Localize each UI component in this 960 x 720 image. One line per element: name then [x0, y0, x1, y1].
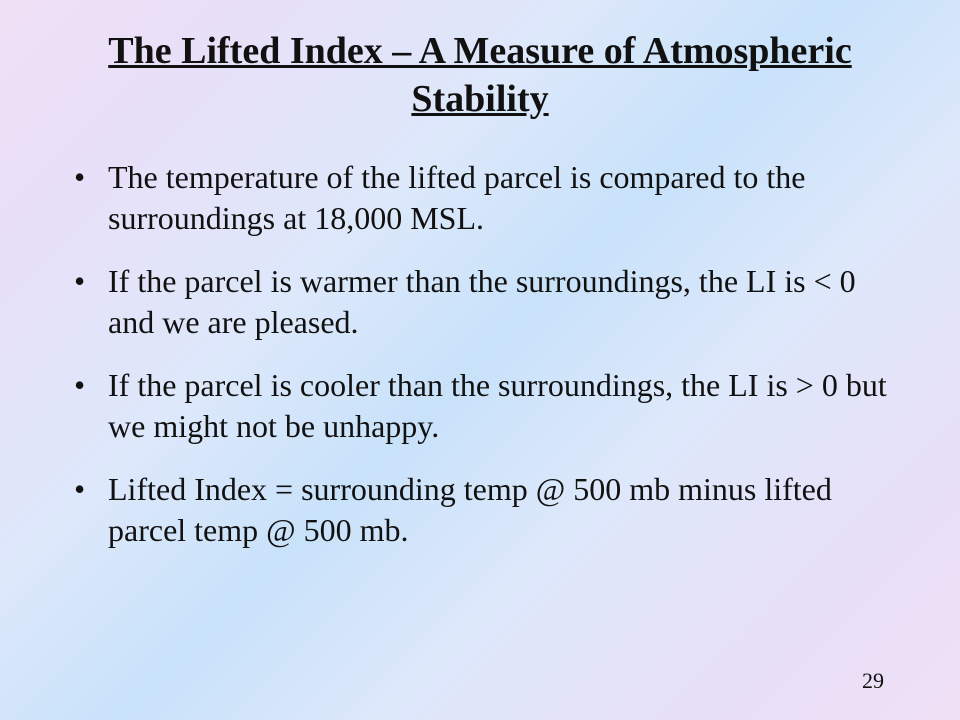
- slide: The Lifted Index – A Measure of Atmosphe…: [0, 0, 960, 720]
- list-item: If the parcel is warmer than the surroun…: [64, 261, 896, 343]
- bullet-list: The temperature of the lifted parcel is …: [64, 157, 896, 551]
- page-number: 29: [862, 668, 884, 694]
- slide-title: The Lifted Index – A Measure of Atmosphe…: [64, 28, 896, 123]
- list-item: If the parcel is cooler than the surroun…: [64, 365, 896, 447]
- list-item: The temperature of the lifted parcel is …: [64, 157, 896, 239]
- list-item: Lifted Index = surrounding temp @ 500 mb…: [64, 469, 896, 551]
